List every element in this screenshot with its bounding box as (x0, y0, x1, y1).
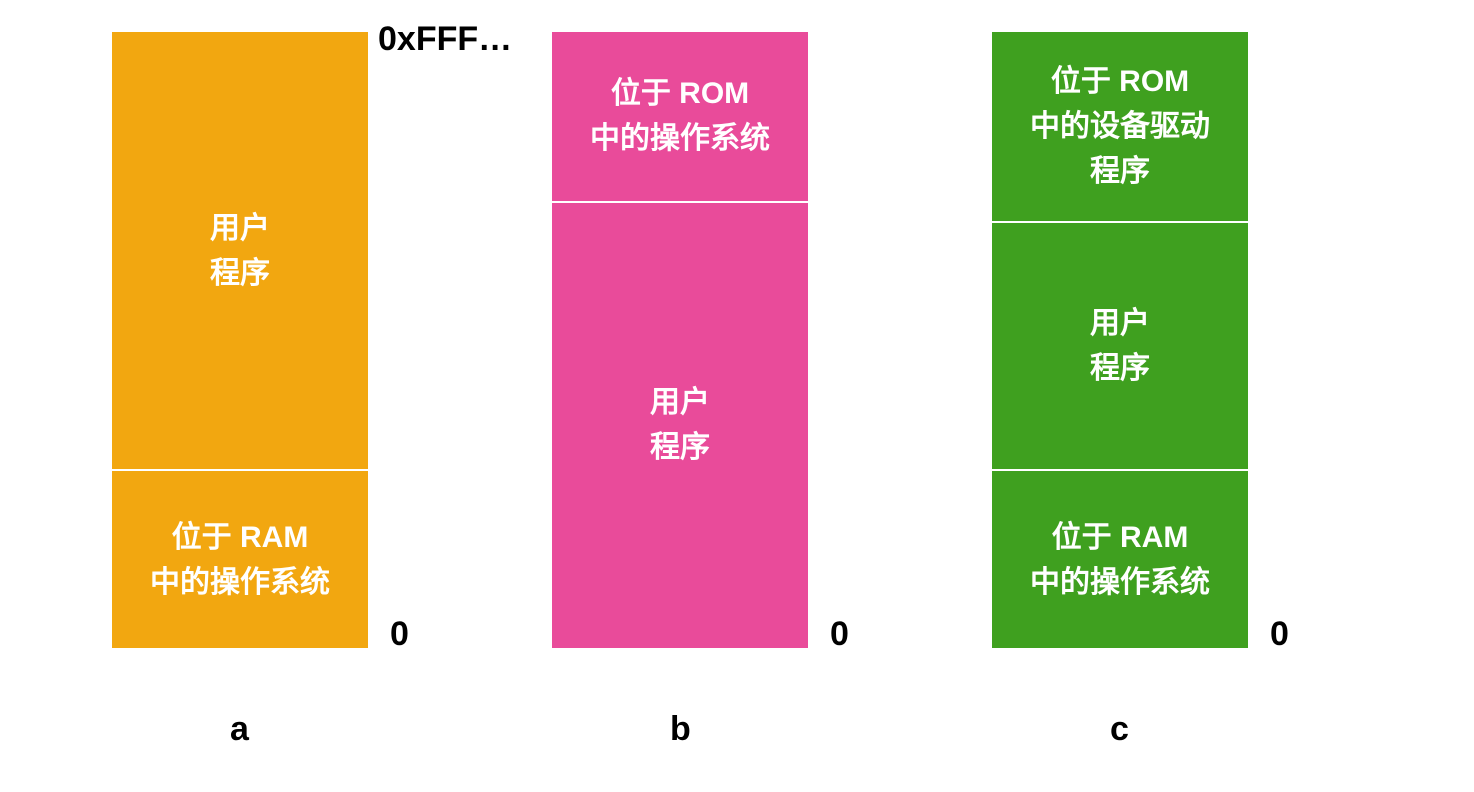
segment-text: 用户 (1090, 301, 1150, 346)
segment-text: 程序 (650, 425, 710, 470)
segment-a-1: 位于 RAM 中的操作系统 (112, 469, 368, 648)
segment-text: 程序 (210, 251, 270, 296)
segment-text: 位于 RAM (172, 515, 309, 560)
segment-text: 用户 (650, 380, 710, 425)
segment-text: 中的设备驱动 (1030, 104, 1210, 149)
column-a-wrapper: 0xFFF… 用户 程序 位于 RAM 中的操作系统 0 a (110, 30, 490, 770)
segment-c-1: 用户 程序 (992, 221, 1248, 469)
segment-text: 中的操作系统 (150, 560, 330, 605)
address-bottom-label-b: 0 (830, 615, 849, 654)
segment-text: 中的操作系统 (590, 116, 770, 161)
segment-text: 用户 (210, 206, 270, 251)
column-label-a: a (230, 710, 249, 749)
segment-text: 程序 (1090, 346, 1150, 391)
segment-text: 位于 RAM (1052, 515, 1189, 560)
segment-text: 位于 ROM (1051, 59, 1189, 104)
segment-text: 中的操作系统 (1030, 560, 1210, 605)
segment-b-0: 位于 ROM 中的操作系统 (552, 32, 808, 201)
column-label-b: b (670, 710, 691, 749)
memory-layout-diagram: 0xFFF… 用户 程序 位于 RAM 中的操作系统 0 a 位于 ROM 中的… (110, 30, 1370, 770)
column-c-wrapper: 位于 ROM 中的设备驱动 程序 用户 程序 位于 RAM 中的操作系统 0 c (990, 30, 1370, 770)
memory-column-a: 用户 程序 位于 RAM 中的操作系统 (110, 30, 370, 650)
segment-text: 程序 (1090, 149, 1150, 194)
column-label-c: c (1110, 710, 1129, 749)
segment-c-0: 位于 ROM 中的设备驱动 程序 (992, 32, 1248, 221)
column-b-wrapper: 位于 ROM 中的操作系统 用户 程序 0 b (550, 30, 930, 770)
memory-column-c: 位于 ROM 中的设备驱动 程序 用户 程序 位于 RAM 中的操作系统 (990, 30, 1250, 650)
segment-c-2: 位于 RAM 中的操作系统 (992, 469, 1248, 648)
segment-text: 位于 ROM (611, 71, 749, 116)
memory-column-b: 位于 ROM 中的操作系统 用户 程序 (550, 30, 810, 650)
address-bottom-label-c: 0 (1270, 615, 1289, 654)
address-top-label: 0xFFF… (378, 20, 512, 59)
segment-b-1: 用户 程序 (552, 201, 808, 648)
segment-a-0: 用户 程序 (112, 32, 368, 469)
address-bottom-label-a: 0 (390, 615, 409, 654)
